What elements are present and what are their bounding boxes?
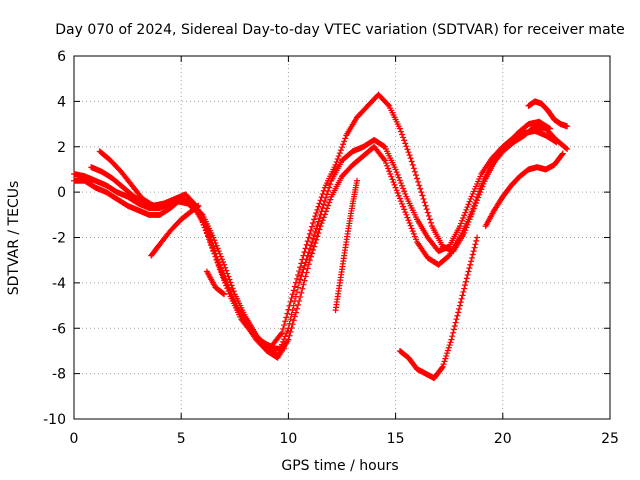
y-axis-ticks: -10 -8 -6 -4 -2 0 2 4 6 — [43, 49, 610, 428]
x-tick-label: 25 — [601, 431, 619, 447]
data-point-markers — [332, 177, 361, 314]
x-tick-label: 15 — [387, 431, 405, 447]
x-tick-label: 20 — [494, 431, 512, 447]
series-track-9 — [482, 150, 566, 230]
y-axis-label: SDTVAR / TECUs — [6, 181, 22, 296]
data-point-markers — [88, 164, 288, 352]
y-tick-label: -2 — [52, 231, 66, 247]
series-track-5 — [148, 202, 202, 259]
y-tick-label: -8 — [52, 367, 66, 383]
data-marks — [71, 91, 571, 382]
y-tick-label: 4 — [57, 94, 66, 110]
x-tick-label: 10 — [279, 431, 297, 447]
y-tick-label: -4 — [52, 276, 66, 292]
x-axis-label: GPS time / hours — [281, 458, 398, 474]
y-tick-label: 2 — [57, 140, 66, 156]
x-axis-ticks: 0 5 10 15 20 25 — [70, 56, 619, 447]
x-tick-label: 0 — [70, 431, 79, 447]
data-point-markers — [203, 268, 228, 298]
data-point-markers — [525, 98, 571, 130]
series-track-8 — [396, 234, 481, 382]
x-tick-label: 5 — [177, 431, 186, 447]
grid-layer — [74, 56, 610, 419]
y-tick-label: -6 — [52, 321, 66, 337]
data-point-markers — [148, 202, 202, 259]
y-tick-label: -10 — [43, 412, 66, 428]
chart-title: Day 070 of 2024, Sidereal Day-to-day VTE… — [55, 22, 625, 38]
series-track-7 — [332, 177, 361, 314]
data-point-markers — [482, 150, 566, 230]
y-tick-label: 0 — [57, 185, 66, 201]
series-track-10 — [525, 98, 571, 130]
series-track-4 — [88, 164, 288, 352]
y-tick-label: 6 — [57, 49, 66, 65]
data-point-markers — [396, 234, 481, 382]
series-track-6 — [203, 268, 228, 298]
